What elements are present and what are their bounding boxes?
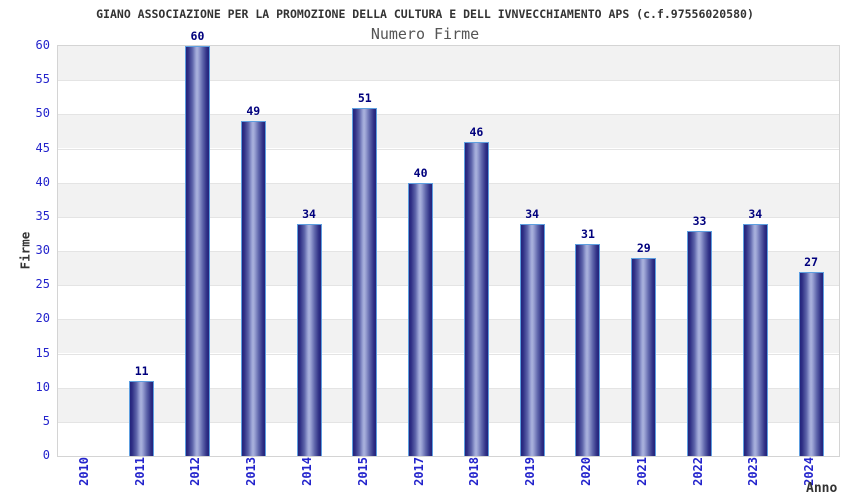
- x-tick-2015: 2015: [355, 457, 370, 486]
- bar-2018: [463, 141, 489, 456]
- bar-2019: [519, 223, 545, 456]
- x-tick-2018: 2018: [467, 457, 482, 486]
- x-axis-title: Anno: [806, 481, 838, 496]
- y-tick-15: 15: [35, 345, 50, 360]
- x-tick-2019: 2019: [523, 457, 538, 486]
- x-tick-2014: 2014: [300, 457, 315, 486]
- value-label-2021: 29: [636, 240, 651, 255]
- bar-2011: [129, 380, 155, 456]
- bar-2021: [631, 257, 657, 456]
- value-label-2015: 51: [357, 90, 372, 105]
- value-label-2022: 33: [692, 213, 707, 228]
- value-label-2013: 49: [246, 104, 261, 119]
- x-tick-2012: 2012: [188, 457, 203, 486]
- grid-band: [58, 387, 839, 422]
- grid-band: [58, 46, 839, 81]
- bar-2015: [352, 107, 378, 456]
- value-label-2017: 40: [413, 165, 428, 180]
- y-tick-10: 10: [35, 379, 50, 394]
- value-label-2014: 34: [302, 206, 316, 221]
- grid-band: [58, 251, 839, 286]
- chart-title: GIANO ASSOCIAZIONE PER LA PROMOZIONE DEL…: [96, 7, 754, 21]
- y-tick-0: 0: [42, 448, 50, 462]
- y-tick-20: 20: [35, 311, 50, 326]
- bar-2017: [408, 182, 434, 456]
- y-tick-5: 5: [42, 413, 50, 428]
- grid-band: [58, 421, 839, 456]
- grid-band: [58, 319, 839, 354]
- bar-2023: [742, 223, 768, 456]
- x-tick-2021: 2021: [634, 457, 649, 486]
- grid-band: [58, 114, 839, 149]
- x-tick-2013: 2013: [244, 457, 259, 486]
- y-tick-40: 40: [35, 174, 50, 189]
- grid-band: [58, 353, 839, 388]
- plot-area: 11 60 49 34 51 40 46 34 31 29 33 34 27: [57, 29, 840, 457]
- value-label-2011: 11: [134, 363, 149, 378]
- y-tick-50: 50: [35, 106, 50, 121]
- y-tick-30: 30: [35, 243, 50, 257]
- value-label-2012: 60: [190, 29, 205, 43]
- bar-2022: [687, 230, 713, 456]
- value-label-2018: 46: [469, 124, 484, 139]
- chart-subtitle: Numero Firme: [370, 25, 480, 43]
- y-tick-55: 55: [35, 72, 50, 87]
- bar-2020: [575, 244, 601, 456]
- y-tick-35: 35: [35, 208, 50, 223]
- x-tick-2017: 2017: [411, 457, 426, 486]
- bar-2013: [240, 121, 266, 456]
- bar-2012: [184, 46, 210, 456]
- y-tick-25: 25: [35, 277, 50, 292]
- y-tick-60: 60: [35, 38, 50, 52]
- value-label-2020: 31: [581, 227, 595, 242]
- x-tick-2020: 2020: [578, 457, 593, 486]
- grid-band: [58, 285, 839, 320]
- bar-2024: [798, 271, 824, 456]
- bar-2014: [296, 223, 322, 456]
- x-tick-2010: 2010: [76, 457, 91, 486]
- value-label-2023: 34: [748, 206, 763, 221]
- grid-band: [58, 216, 839, 251]
- value-label-2024: 27: [804, 254, 819, 269]
- x-tick-2023: 2023: [746, 457, 761, 486]
- grid-band: [58, 182, 839, 217]
- x-tick-2011: 2011: [132, 457, 147, 486]
- grid-band: [58, 80, 839, 115]
- y-tick-45: 45: [35, 140, 50, 155]
- value-label-2019: 34: [525, 206, 540, 221]
- x-tick-2022: 2022: [690, 457, 705, 486]
- grid-band: [58, 148, 839, 183]
